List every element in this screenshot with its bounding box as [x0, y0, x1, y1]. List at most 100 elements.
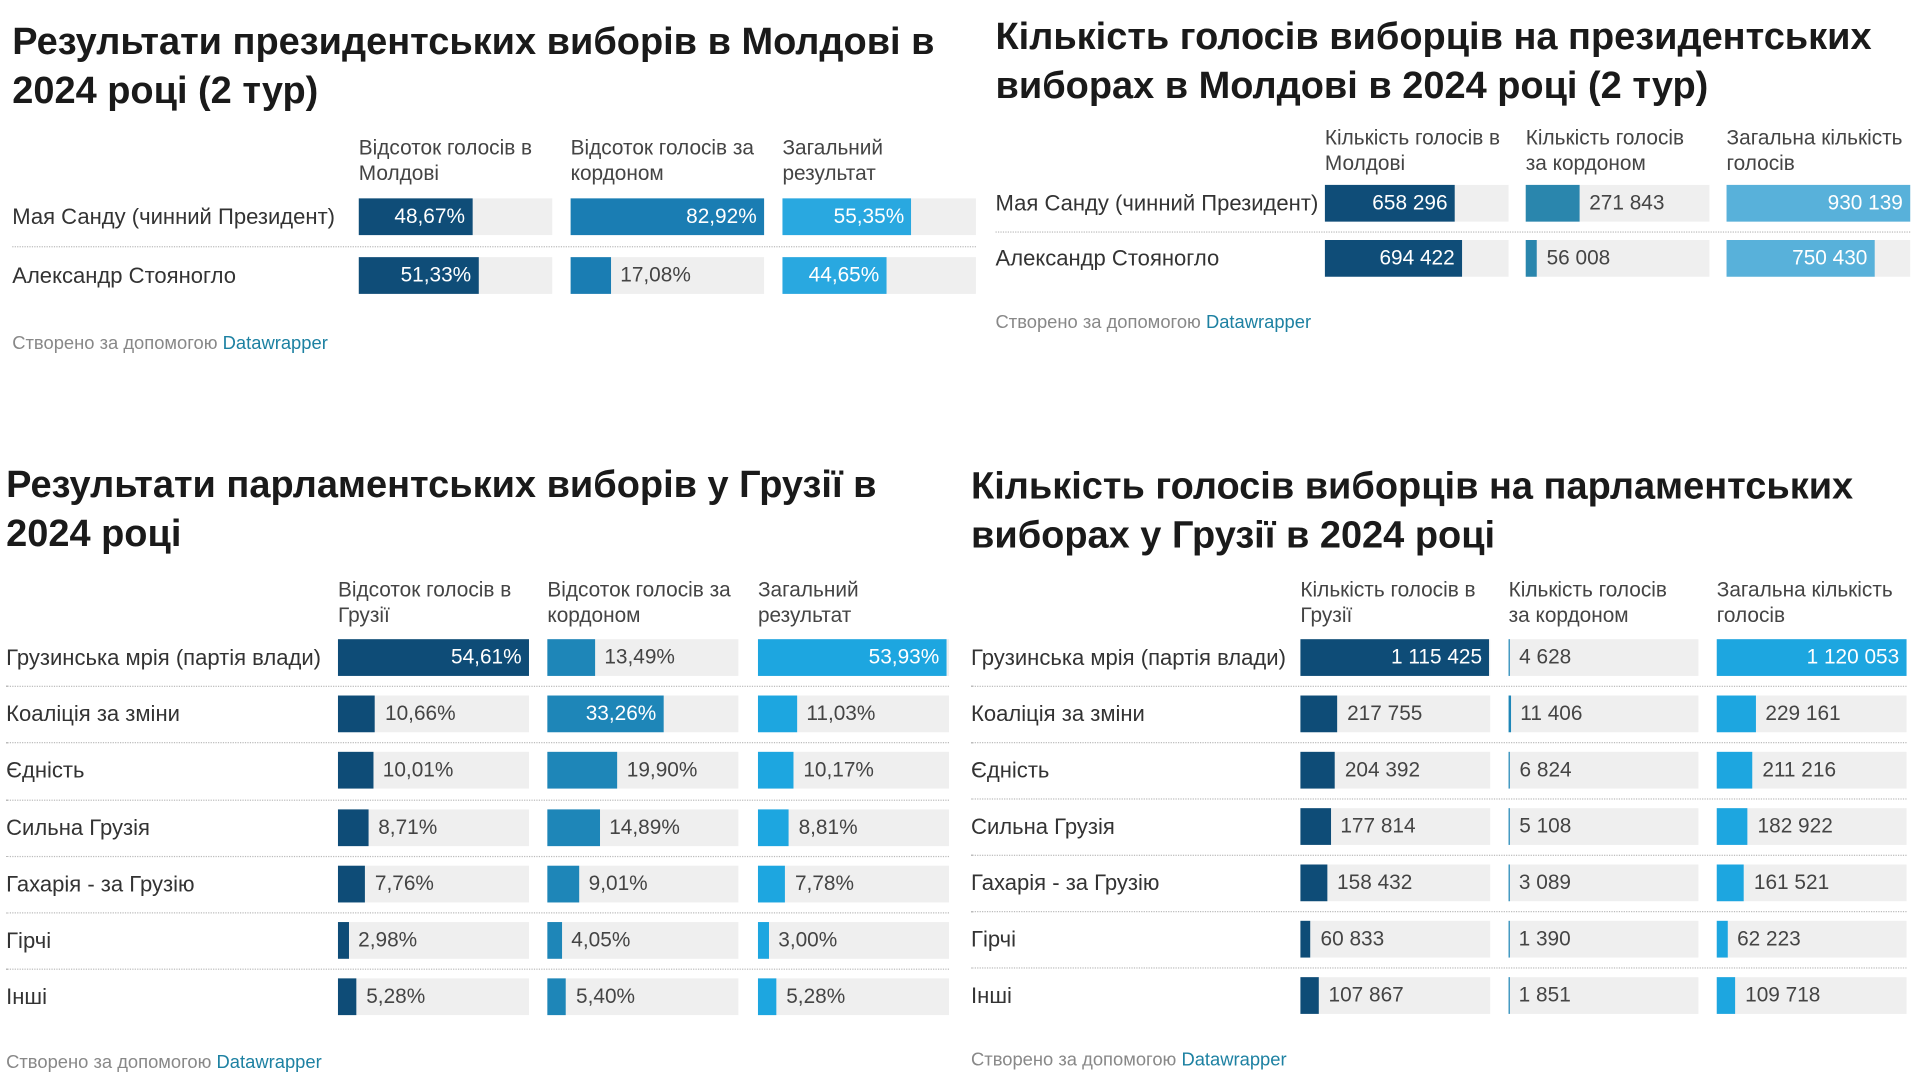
- bar: [547, 978, 567, 1016]
- row-label: Александр Стояногло: [995, 246, 1220, 271]
- value-label: 10,66%: [385, 701, 456, 726]
- row-label: Інші: [6, 984, 48, 1010]
- bar: [757, 639, 947, 676]
- row-separator: [6, 912, 949, 914]
- value-label: 53,93%: [868, 645, 940, 669]
- bar: [1716, 920, 1728, 958]
- value-label: 48,67%: [394, 204, 465, 228]
- row-separator: [971, 911, 1907, 913]
- chart-title: Результати президентських виборів в Молд…: [12, 19, 935, 112]
- footer-text: Створено за допомогою: [995, 312, 1201, 334]
- bar-background: [547, 922, 739, 959]
- value-label: 8,81%: [798, 815, 858, 839]
- value-label: 13,49%: [604, 645, 675, 669]
- value-label: 3 089: [1518, 870, 1571, 894]
- bar: [1300, 864, 1328, 902]
- bar: [1508, 864, 1510, 902]
- value-label: 11 406: [1520, 701, 1583, 725]
- footer: Створено за допомогою Datawrapper: [12, 333, 328, 354]
- bar: [358, 257, 479, 294]
- bar: [570, 198, 765, 236]
- bar-background: [757, 865, 949, 903]
- footer-link[interactable]: Datawrapper: [1205, 312, 1312, 334]
- bar-background: [1508, 751, 1699, 789]
- value-label: 3,00%: [778, 928, 838, 952]
- footer-link[interactable]: Datawrapper: [222, 333, 328, 354]
- bar: [1726, 240, 1875, 277]
- footer-link[interactable]: Datawrapper: [1181, 1049, 1287, 1071]
- value-label: 4 628: [1519, 645, 1572, 669]
- value-label: 2,98%: [358, 928, 418, 952]
- column-header: Загальний результат: [782, 135, 884, 185]
- bar-background: [757, 978, 949, 1016]
- bar-background: [1508, 864, 1699, 902]
- bar: [1726, 184, 1911, 222]
- bar: [1716, 977, 1736, 1014]
- row-separator: [6, 968, 949, 970]
- bar: [1716, 639, 1907, 676]
- value-label: 17,08%: [620, 263, 691, 287]
- column-header: Кількість голосів за кордоном: [1508, 577, 1667, 627]
- bar: [547, 752, 617, 790]
- bar-background: [337, 808, 529, 846]
- row-separator: [6, 685, 949, 688]
- value-label: 19,90%: [626, 758, 698, 782]
- bar: [337, 808, 369, 846]
- bar-background: [1508, 808, 1699, 845]
- bar: [1716, 695, 1756, 733]
- row-separator: [971, 967, 1907, 969]
- bar: [547, 695, 664, 733]
- value-label: 211 216: [1762, 757, 1837, 782]
- bar-background: [1716, 977, 1907, 1014]
- bar: [757, 922, 769, 959]
- column-header: Загальна кількість голосів: [1726, 126, 1903, 176]
- bar: [358, 198, 473, 236]
- bar: [547, 808, 600, 846]
- value-label: 930 139: [1827, 191, 1903, 215]
- value-label: 9,01%: [588, 871, 648, 895]
- footer-link[interactable]: Datawrapper: [216, 1051, 322, 1073]
- value-label: 177 814: [1340, 814, 1416, 838]
- bar-background: [1716, 808, 1907, 845]
- bar: [782, 198, 912, 236]
- value-label: 694 422: [1379, 246, 1455, 270]
- bar: [757, 978, 777, 1016]
- value-label: 51,33%: [400, 263, 472, 287]
- bar: [1716, 808, 1748, 845]
- value-label: 217 755: [1347, 701, 1423, 725]
- bar: [1300, 751, 1336, 789]
- bar: [1716, 751, 1753, 789]
- bar-background: [1508, 977, 1699, 1014]
- value-label: 60 833: [1320, 926, 1385, 951]
- bar: [1324, 184, 1455, 222]
- value-label: 204 392: [1344, 757, 1421, 782]
- value-label: 55,35%: [833, 204, 905, 228]
- value-label: 54,61%: [451, 645, 522, 669]
- footer: Створено за допомогою Datawrapper: [996, 312, 1312, 333]
- value-label: 107 867: [1328, 983, 1404, 1007]
- bar: [1300, 920, 1311, 958]
- column-header: Кількість голосів за кордоном: [1525, 126, 1685, 176]
- value-label: 8,71%: [378, 815, 438, 839]
- row-label: Сильна Грузія: [6, 815, 150, 840]
- row-label: Сильна Грузія: [971, 814, 1115, 839]
- column-header: Загальна кількість голосів: [1716, 577, 1893, 627]
- value-label: 62 223: [1737, 926, 1801, 951]
- bar-background: [757, 922, 949, 959]
- row-separator: [971, 798, 1907, 800]
- bar-background: [547, 978, 739, 1016]
- value-label: 44,65%: [808, 263, 880, 287]
- row-separator: [995, 230, 1911, 233]
- row-separator: [6, 855, 949, 857]
- value-label: 5,40%: [576, 984, 636, 1008]
- row-label: Інші: [971, 983, 1012, 1008]
- bar: [337, 922, 349, 959]
- bar: [1300, 639, 1490, 676]
- bar: [1508, 808, 1510, 845]
- row-label: Гахарія - за Грузію: [971, 870, 1160, 896]
- bar: [782, 257, 887, 294]
- value-label: 271 843: [1589, 191, 1665, 215]
- value-label: 5 108: [1519, 814, 1572, 838]
- bar: [1508, 639, 1510, 676]
